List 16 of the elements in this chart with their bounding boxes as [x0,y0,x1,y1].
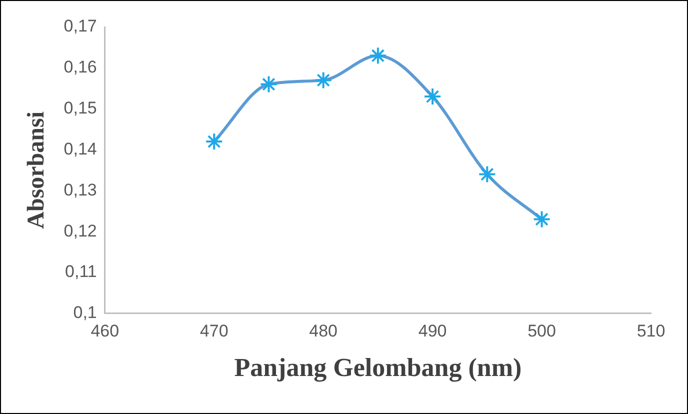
x-tick-label: 490 [418,321,447,340]
y-tick-label: 0,12 [64,221,97,240]
x-tick-label: 500 [528,321,556,340]
x-tick-label: 470 [200,321,228,340]
x-axis-title: Panjang Gelombang (nm) [234,353,522,382]
y-axis-title: Absorbansi [24,111,50,229]
x-tick-label: 460 [90,321,120,340]
y-tick-label: 0,13 [64,180,97,200]
y-tick-label: 0,1 [73,303,97,322]
y-tick-label: 0,14 [64,139,97,158]
x-tick-label: 480 [309,321,338,340]
x-tick-label: 510 [636,321,666,340]
y-tick-label: 0,11 [65,262,97,282]
y-tick-label: 0,16 [64,58,97,77]
y-tick-label: 0,15 [64,98,97,118]
y-tick-label: 0,17 [64,16,97,36]
